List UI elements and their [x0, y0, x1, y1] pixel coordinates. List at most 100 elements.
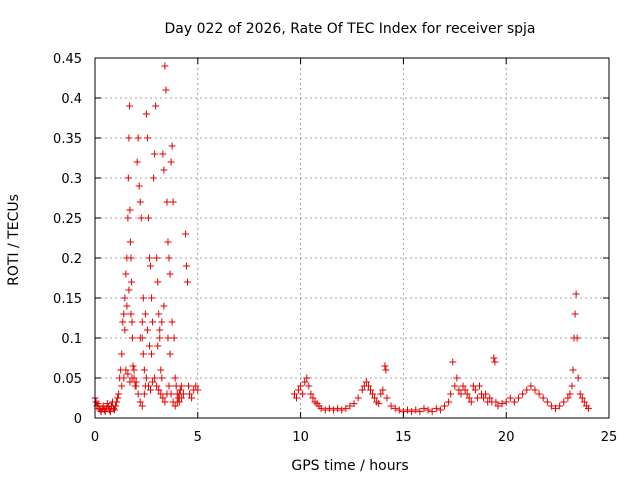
data-point: [113, 398, 121, 406]
data-point: [120, 310, 128, 318]
data-point: [492, 398, 500, 406]
data-point: [124, 370, 132, 378]
data-point: [572, 290, 580, 298]
data-point: [140, 390, 148, 398]
data-point: [535, 390, 543, 398]
data-point: [138, 318, 146, 326]
data-point: [171, 402, 179, 410]
data-point: [122, 366, 130, 374]
data-point: [461, 386, 469, 394]
data-point: [128, 374, 136, 382]
y-tick-label: 0.15: [53, 292, 82, 307]
data-point: [480, 394, 488, 402]
data-point: [391, 404, 399, 412]
grid-lines: [95, 58, 609, 418]
data-point: [134, 134, 142, 142]
data-point: [482, 390, 490, 398]
data-point: [457, 390, 465, 398]
data-point: [127, 310, 135, 318]
data-point: [309, 394, 317, 402]
data-point: [584, 404, 592, 412]
data-point: [112, 402, 120, 410]
data-point: [139, 350, 147, 358]
data-point: [299, 390, 307, 398]
data-point: [560, 398, 568, 406]
data-point: [568, 382, 576, 390]
data-point: [473, 394, 481, 402]
x-tick-label: 15: [395, 430, 412, 445]
data-point: [325, 404, 333, 412]
data-point: [106, 408, 114, 416]
data-point: [150, 174, 158, 182]
data-point: [571, 310, 579, 318]
data-point: [148, 350, 156, 358]
data-point: [181, 230, 189, 238]
data-point: [432, 404, 440, 412]
data-point: [155, 386, 163, 394]
data-point: [153, 382, 161, 390]
x-tick-label: 10: [292, 430, 309, 445]
data-point: [491, 358, 499, 366]
data-points: [91, 62, 592, 416]
data-point: [527, 382, 535, 390]
data-point: [447, 390, 455, 398]
data-point: [502, 398, 510, 406]
y-tick-label: 0.3: [61, 172, 82, 187]
data-point: [387, 402, 395, 410]
data-point: [367, 386, 375, 394]
data-point: [194, 386, 202, 394]
data-point: [156, 334, 164, 342]
axis-ticks: 0 5 10 15 20 25 0 0.05 0.1 0.15 0.2 0.25 0.3 0.35 0.4 0…: [53, 52, 617, 445]
data-point: [177, 382, 185, 390]
data-point: [125, 134, 133, 142]
data-point: [132, 382, 140, 390]
data-point: [133, 158, 141, 166]
data-point: [441, 402, 449, 410]
data-point: [420, 404, 428, 412]
data-point: [141, 310, 149, 318]
data-point: [111, 406, 119, 414]
data-point: [161, 398, 169, 406]
data-point: [175, 390, 183, 398]
data-point: [143, 326, 151, 334]
data-point: [362, 378, 370, 386]
plot-frame: [94, 57, 610, 419]
data-point: [556, 402, 564, 410]
data-point: [149, 318, 157, 326]
data-point: [292, 394, 300, 402]
data-point: [121, 326, 129, 334]
data-point: [408, 408, 416, 416]
data-point: [168, 142, 176, 150]
x-tick-label: 20: [498, 430, 515, 445]
data-point: [531, 386, 539, 394]
data-point: [369, 390, 377, 398]
x-tick-label: 5: [194, 430, 202, 445]
data-point: [574, 374, 582, 382]
data-point: [566, 390, 574, 398]
data-point: [123, 302, 131, 310]
data-point: [186, 390, 194, 398]
data-point: [162, 86, 170, 94]
data-point: [455, 386, 463, 394]
data-point: [469, 382, 477, 390]
data-point: [350, 400, 358, 408]
data-point: [176, 386, 184, 394]
data-point: [569, 366, 577, 374]
data-point: [166, 270, 174, 278]
data-point: [151, 374, 159, 382]
data-point: [126, 238, 134, 246]
data-point: [382, 366, 390, 374]
data-point: [184, 278, 192, 286]
data-point: [152, 102, 160, 110]
data-point: [510, 398, 518, 406]
data-point: [371, 394, 379, 402]
data-point: [158, 318, 166, 326]
data-point: [182, 262, 190, 270]
data-point: [346, 402, 354, 410]
data-point: [142, 110, 150, 118]
y-tick-label: 0.45: [53, 52, 82, 67]
data-point: [383, 394, 391, 402]
data-point: [164, 238, 172, 246]
data-point: [166, 350, 174, 358]
y-tick-label: 0.4: [61, 92, 82, 107]
